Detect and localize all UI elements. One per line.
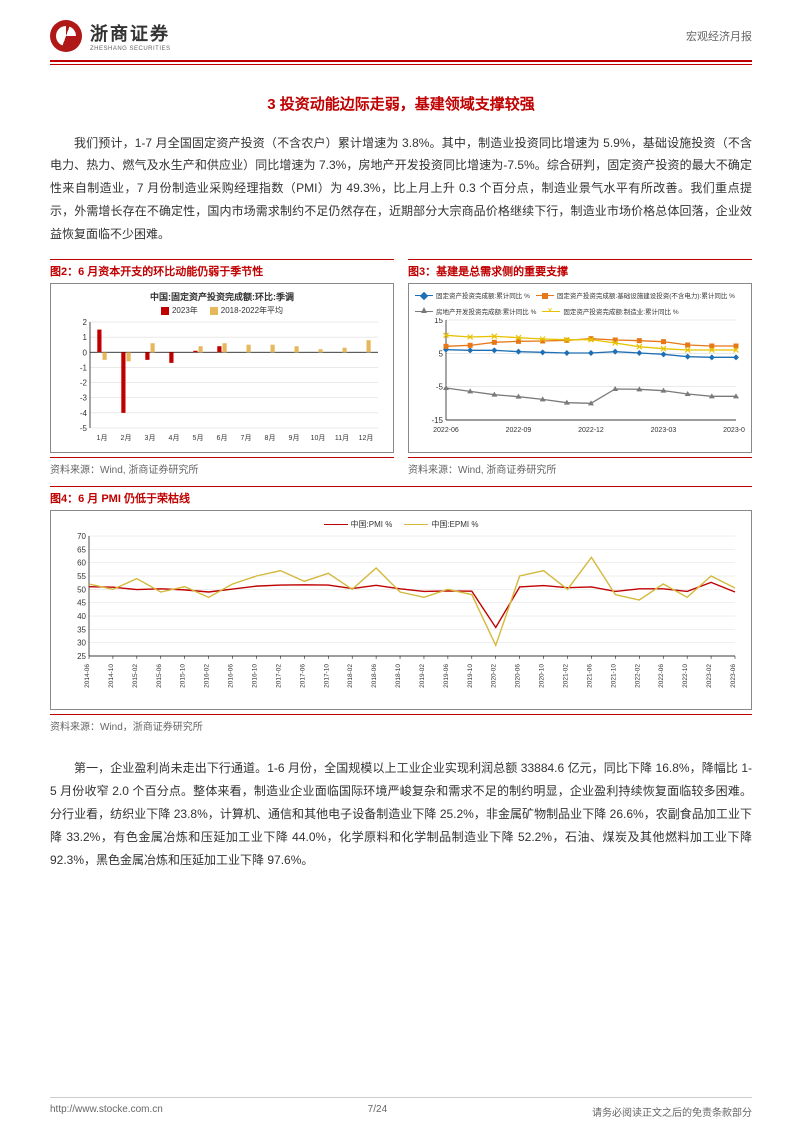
svg-text:7月: 7月 xyxy=(241,434,252,442)
figure-3-legend: 固定资产投资完成额:累计同比 %固定资产投资完成额:基础设施建设投资(不含电力)… xyxy=(415,290,745,316)
svg-text:-5: -5 xyxy=(80,424,88,433)
logo-en: ZHESHANG SECURITIES xyxy=(90,46,171,52)
svg-text:5月: 5月 xyxy=(193,434,204,442)
svg-text:2015-06: 2015-06 xyxy=(156,664,163,688)
svg-text:2022-10: 2022-10 xyxy=(682,664,689,688)
svg-text:2014-06: 2014-06 xyxy=(84,664,91,688)
svg-text:0: 0 xyxy=(83,349,88,358)
svg-text:60: 60 xyxy=(77,559,86,568)
svg-text:2019-10: 2019-10 xyxy=(467,664,474,688)
svg-text:4月: 4月 xyxy=(169,434,180,442)
logo-block: 浙商证券 ZHESHANG SECURITIES xyxy=(50,20,171,52)
figure-4-legend: 中国:PMI %中国:EPMI % xyxy=(59,519,743,530)
svg-text:-15: -15 xyxy=(431,416,443,425)
page-header: 浙商证券 ZHESHANG SECURITIES 宏观经济月报 xyxy=(0,0,802,60)
svg-text:-4: -4 xyxy=(80,409,88,418)
figure-3-source: 资料来源：Wind, 浙商证券研究所 xyxy=(408,457,752,476)
svg-text:2020-02: 2020-02 xyxy=(491,664,498,688)
svg-text:2016-06: 2016-06 xyxy=(228,664,235,688)
footer-page: 7/24 xyxy=(368,1104,387,1119)
svg-text:2023-06: 2023-06 xyxy=(723,427,745,434)
figure-4-title: 图4：6 月 PMI 仍低于荣枯线 xyxy=(50,486,752,506)
svg-text:-5: -5 xyxy=(436,383,444,392)
svg-text:2017-02: 2017-02 xyxy=(275,664,282,688)
svg-text:10月: 10月 xyxy=(311,434,326,442)
svg-text:2019-06: 2019-06 xyxy=(443,664,450,688)
svg-text:-1: -1 xyxy=(80,364,88,373)
svg-text:2月: 2月 xyxy=(121,434,132,442)
svg-text:2016-02: 2016-02 xyxy=(204,664,211,688)
logo-icon xyxy=(50,20,82,52)
svg-text:9月: 9月 xyxy=(289,434,300,442)
svg-text:3月: 3月 xyxy=(145,434,156,442)
svg-text:12月: 12月 xyxy=(359,434,374,442)
svg-text:5: 5 xyxy=(439,350,444,359)
svg-text:15: 15 xyxy=(434,318,443,325)
figure-3-chart: 固定资产投资完成额:累计同比 %固定资产投资完成额:基础设施建设投资(不含电力)… xyxy=(408,283,752,453)
figure-2-inner-title: 中国:固定资产投资完成额:环比:季调 xyxy=(57,290,387,303)
svg-text:55: 55 xyxy=(77,572,86,581)
svg-text:2016-10: 2016-10 xyxy=(251,664,258,688)
svg-text:40: 40 xyxy=(77,612,86,621)
svg-text:2022-06: 2022-06 xyxy=(658,664,665,688)
figure-3-title: 图3：基建是总需求侧的重要支撑 xyxy=(408,259,752,279)
svg-text:2023-06: 2023-06 xyxy=(730,664,737,688)
svg-text:2017-06: 2017-06 xyxy=(299,664,306,688)
footer-disclaimer: 请务必阅读正文之后的免责条款部分 xyxy=(592,1104,752,1119)
figure-4: 图4：6 月 PMI 仍低于荣枯线 中国:PMI %中国:EPMI % 25 30… xyxy=(50,486,752,733)
svg-text:2022-09: 2022-09 xyxy=(506,427,532,434)
svg-text:6月: 6月 xyxy=(217,434,228,442)
svg-text:2022-02: 2022-02 xyxy=(634,664,641,688)
figure-2-source: 资料来源：Wind, 浙商证券研究所 xyxy=(50,457,394,476)
logo-cn: 浙商证券 xyxy=(90,20,171,46)
svg-text:8月: 8月 xyxy=(265,434,276,442)
svg-text:2023-02: 2023-02 xyxy=(706,664,713,688)
footer-url: http://www.stocke.com.cn xyxy=(50,1104,163,1119)
svg-text:2015-10: 2015-10 xyxy=(180,664,187,688)
svg-text:2018-06: 2018-06 xyxy=(371,664,378,688)
header-rule xyxy=(50,60,752,62)
svg-text:70: 70 xyxy=(77,532,86,541)
svg-text:2015-02: 2015-02 xyxy=(132,664,139,688)
svg-text:2022-12: 2022-12 xyxy=(578,427,604,434)
svg-text:2021-02: 2021-02 xyxy=(563,664,570,688)
figure-3: 图3：基建是总需求侧的重要支撑 固定资产投资完成额:累计同比 %固定资产投资完成… xyxy=(408,259,752,476)
paragraph-1: 我们预计，1-7 月全国固定资产投资（不含农户）累计增速为 3.8%。其中，制造… xyxy=(50,132,752,246)
svg-text:2014-10: 2014-10 xyxy=(108,664,115,688)
section-title: 3 投资动能边际走弱，基建领域支撑较强 xyxy=(50,93,752,114)
figure-4-source: 资料来源：Wind，浙商证券研究所 xyxy=(50,714,752,733)
svg-text:35: 35 xyxy=(77,626,86,635)
svg-text:2019-02: 2019-02 xyxy=(419,664,426,688)
svg-text:2022-06: 2022-06 xyxy=(433,427,459,434)
svg-text:2020-10: 2020-10 xyxy=(539,664,546,688)
figure-4-chart: 中国:PMI %中国:EPMI % 25 30 35 40 45 50 55 60 65 70 20… xyxy=(50,510,752,710)
svg-text:1月: 1月 xyxy=(97,434,108,442)
svg-text:2: 2 xyxy=(83,318,88,327)
svg-text:2021-10: 2021-10 xyxy=(610,664,617,688)
doc-type: 宏观经济月报 xyxy=(686,28,752,44)
svg-text:2018-02: 2018-02 xyxy=(347,664,354,688)
figure-2-legend: 2023年2018-2022年平均 xyxy=(57,305,387,316)
svg-text:-3: -3 xyxy=(80,394,88,403)
svg-text:65: 65 xyxy=(77,546,86,555)
svg-text:2020-06: 2020-06 xyxy=(515,664,522,688)
svg-text:2023-03: 2023-03 xyxy=(651,427,677,434)
figure-2: 图2：6 月资本开支的环比动能仍弱于季节性 中国:固定资产投资完成额:环比:季调… xyxy=(50,259,394,476)
paragraph-2: 第一，企业盈利尚未走出下行通道。1-6 月份，全国规模以上工业企业实现利润总额 … xyxy=(50,757,752,871)
svg-text:2021-06: 2021-06 xyxy=(586,664,593,688)
svg-text:45: 45 xyxy=(77,599,86,608)
svg-text:25: 25 xyxy=(77,652,86,661)
svg-text:-2: -2 xyxy=(80,379,88,388)
svg-text:1: 1 xyxy=(83,334,88,343)
page-footer: http://www.stocke.com.cn 7/24 请务必阅读正文之后的… xyxy=(50,1097,752,1119)
svg-text:2018-10: 2018-10 xyxy=(395,664,402,688)
svg-text:11月: 11月 xyxy=(335,434,349,442)
svg-text:2017-10: 2017-10 xyxy=(323,664,330,688)
figure-2-title: 图2：6 月资本开支的环比动能仍弱于季节性 xyxy=(50,259,394,279)
svg-text:30: 30 xyxy=(77,639,86,648)
svg-text:50: 50 xyxy=(77,586,86,595)
figure-2-chart: 中国:固定资产投资完成额:环比:季调 2023年2018-2022年平均 -5 -… xyxy=(50,283,394,453)
